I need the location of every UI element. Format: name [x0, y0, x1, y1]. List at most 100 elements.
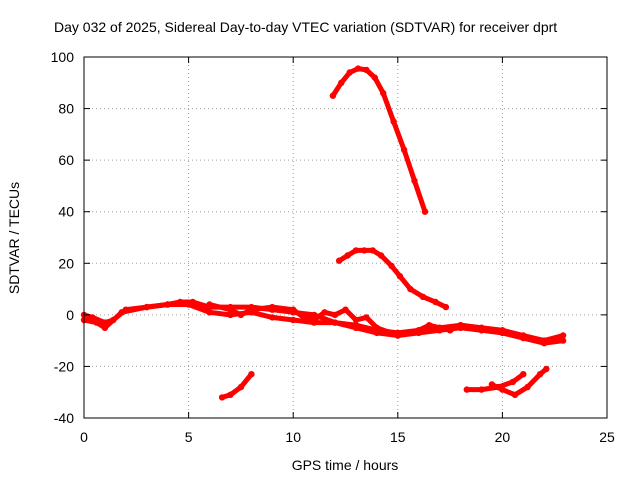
data-point [363, 66, 370, 74]
data-point [206, 309, 213, 316]
y-tick-label: 100 [51, 49, 75, 65]
track-high-arc [329, 65, 429, 215]
y-axis-label: SDTVAR / TECUs [6, 182, 22, 294]
data-point [248, 306, 255, 313]
data-point [352, 247, 360, 254]
data-point [101, 324, 109, 331]
x-tick-label: 10 [285, 429, 301, 445]
data-point [411, 177, 418, 184]
data-point [371, 74, 378, 81]
data-point [488, 381, 496, 388]
plot-frame [83, 56, 608, 419]
data-point [336, 257, 343, 264]
x-tick-label: 15 [390, 429, 406, 445]
data-point [346, 69, 353, 76]
grid-lines [84, 57, 607, 418]
data-point [352, 316, 360, 324]
data-point [373, 324, 381, 331]
data-point [237, 383, 245, 391]
data-point [93, 319, 100, 326]
data-point [227, 311, 234, 319]
data-point [369, 247, 376, 254]
data-point [421, 208, 429, 215]
data-point [419, 293, 427, 300]
track-baseline-mid [206, 301, 506, 339]
data-point [321, 309, 328, 316]
data-point [463, 386, 470, 393]
track-negative-left-line [219, 371, 254, 400]
data-point [310, 316, 318, 324]
data-point [407, 285, 414, 293]
data-point [206, 301, 213, 308]
data-point [426, 322, 433, 329]
track-negative-right-b [488, 365, 550, 398]
data-point [331, 311, 339, 319]
x-tick-label: 5 [185, 429, 193, 445]
y-tick-label: 80 [58, 101, 74, 117]
track-negative-left [218, 371, 255, 401]
y-tick-label: 40 [58, 204, 74, 220]
y-tick-label: 0 [66, 307, 74, 323]
data-point [331, 319, 339, 326]
x-tick-label: 0 [80, 429, 88, 445]
data-point [415, 327, 422, 334]
chart-title: Day 032 of 2025, Sidereal Day-to-day VTE… [54, 19, 557, 35]
data-point [290, 306, 297, 313]
data-point [227, 306, 234, 313]
data-point [541, 340, 548, 347]
data-point [344, 252, 351, 259]
data-point [342, 306, 349, 313]
data-point [511, 391, 519, 398]
data-point [436, 324, 443, 331]
data-point [520, 371, 527, 378]
data-point [390, 118, 397, 125]
data-point [363, 314, 370, 321]
data-point [377, 252, 385, 259]
data-point [499, 386, 506, 393]
data-point [361, 247, 368, 254]
data-point [218, 394, 226, 401]
data-point [227, 391, 234, 398]
data-point [380, 89, 387, 97]
data-point [164, 301, 171, 308]
data-point [237, 311, 245, 319]
y-tick-label: 60 [58, 152, 74, 168]
data-point [396, 273, 404, 280]
data-point [457, 322, 464, 329]
data-point [442, 303, 450, 311]
data-point [185, 301, 192, 308]
data-point [536, 371, 544, 378]
track-mid-arc [336, 247, 450, 311]
data-point [400, 146, 408, 153]
data-series [80, 65, 567, 401]
axis-ticks: 0 5 10 15 20 25 -40 -20 0 20 40 60 80 100 [51, 49, 615, 445]
data-point [329, 92, 337, 99]
data-point [446, 327, 454, 334]
plot-background [84, 57, 607, 418]
track-baseline-mid-line [207, 302, 505, 338]
data-point [269, 303, 276, 311]
data-point [354, 65, 362, 72]
data-point [300, 314, 307, 321]
x-tick-label: 20 [495, 429, 511, 445]
data-point [478, 386, 485, 393]
data-point [478, 324, 485, 331]
data-point [269, 314, 276, 321]
data-point [143, 303, 150, 311]
data-point [543, 365, 550, 373]
data-point [338, 79, 345, 87]
data-point [559, 337, 567, 344]
x-axis-label: GPS time / hours [292, 457, 399, 473]
data-point [509, 378, 517, 386]
data-point [499, 327, 506, 334]
data-point [373, 329, 381, 337]
y-tick-label: 20 [58, 255, 74, 271]
y-tick-label: -40 [54, 410, 74, 426]
data-point [388, 262, 395, 270]
data-point [524, 383, 531, 391]
data-point [248, 371, 255, 378]
data-point [290, 316, 297, 324]
data-point [520, 334, 527, 342]
